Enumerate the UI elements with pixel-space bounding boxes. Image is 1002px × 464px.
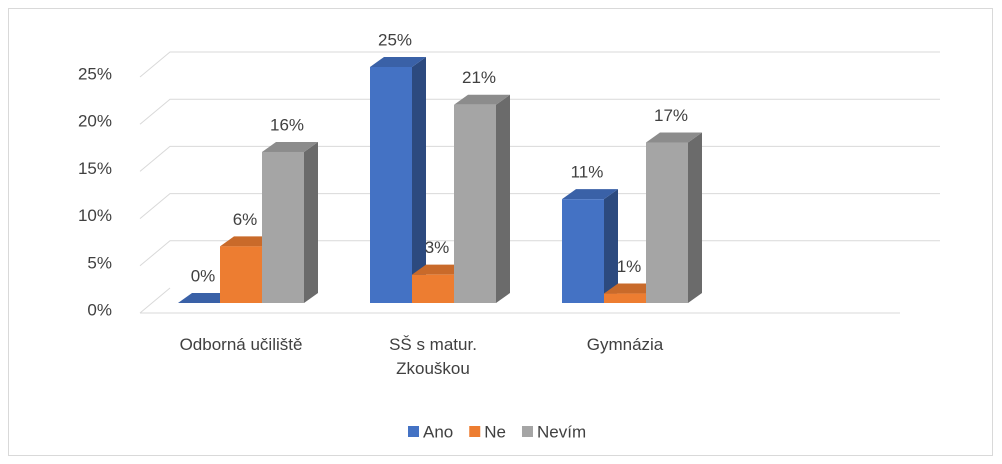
y-tick-label: 10% [78,206,112,225]
bar [262,151,304,303]
y-tick-label: 15% [78,159,112,178]
bar [562,199,604,303]
legend-label: Ne [484,422,506,441]
value-label: 16% [270,115,304,134]
bar-side [412,57,426,303]
value-label: 17% [654,106,688,125]
x-tick-label-box: Odborná učiliště [179,335,303,354]
grid-line [139,98,940,125]
bar [412,274,454,303]
bar [454,104,496,303]
x-tick-label-box: SŠ s matur. Zkouškou [389,335,477,378]
legend-swatch [521,426,533,437]
floor-side [139,287,171,314]
grid-line [139,51,940,78]
value-label: 6% [233,210,258,229]
bar-top [262,141,318,152]
bar [220,246,262,303]
y-tick-label: 20% [78,112,112,131]
bar-side [688,132,702,303]
bar-side [304,141,318,303]
value-label: 25% [378,30,412,49]
x-tick-label-box: Gymnázia [586,335,664,354]
y-tick-label: 5% [87,253,112,272]
x-tick-label: Gymnázia [586,335,664,354]
bar-side [604,189,618,303]
legend-label: Ano [423,422,453,441]
legend-label: Nevím [537,422,586,441]
bar [646,142,688,303]
bar-top [646,132,702,143]
value-label: 1% [617,257,642,276]
x-tick-label: SŠ s matur. Zkouškou [389,335,477,378]
bar-side [496,94,510,303]
bar-top [562,189,618,200]
value-label: 0% [191,266,216,285]
bar [370,67,412,303]
value-label: 11% [571,163,604,182]
bar-top [370,57,426,67]
y-tick-label: 0% [87,300,112,319]
bar [604,293,646,303]
value-label: 3% [425,238,450,257]
legend-swatch [408,426,419,437]
legend-swatch [469,426,481,437]
bar-top [454,94,510,105]
y-tick-label: 25% [78,64,112,83]
x-tick-label: Odborná učiliště [179,335,303,354]
value-label: 21% [462,68,496,87]
